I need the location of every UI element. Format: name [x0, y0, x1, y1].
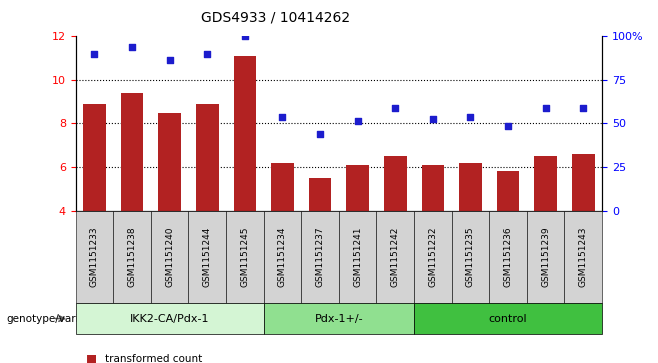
- Text: transformed count: transformed count: [105, 354, 203, 363]
- Text: genotype/variation: genotype/variation: [7, 314, 106, 323]
- Text: GSM1151234: GSM1151234: [278, 227, 287, 287]
- Bar: [271, 163, 293, 211]
- Point: [89, 51, 100, 57]
- Text: GSM1151244: GSM1151244: [203, 227, 212, 287]
- Text: GSM1151242: GSM1151242: [391, 227, 400, 287]
- Bar: [572, 154, 595, 211]
- Text: Pdx-1+/-: Pdx-1+/-: [315, 314, 363, 323]
- Text: GSM1151238: GSM1151238: [128, 227, 137, 287]
- Point: [428, 116, 438, 122]
- Text: ■: ■: [86, 353, 97, 363]
- Bar: [459, 163, 482, 211]
- Point: [240, 33, 250, 39]
- Text: GSM1151232: GSM1151232: [428, 227, 438, 287]
- Text: GSM1151235: GSM1151235: [466, 227, 475, 287]
- Text: GSM1151245: GSM1151245: [240, 227, 249, 287]
- Text: GDS4933 / 10414262: GDS4933 / 10414262: [201, 11, 350, 25]
- Point: [390, 105, 401, 111]
- Point: [315, 131, 325, 137]
- Text: GSM1151241: GSM1151241: [353, 227, 362, 287]
- Text: GSM1151237: GSM1151237: [316, 227, 324, 287]
- Bar: [83, 104, 106, 211]
- Text: GSM1151236: GSM1151236: [503, 227, 513, 287]
- Point: [164, 57, 175, 63]
- Text: GSM1151240: GSM1151240: [165, 227, 174, 287]
- Text: GSM1151243: GSM1151243: [579, 227, 588, 287]
- Point: [127, 44, 138, 50]
- Text: GSM1151239: GSM1151239: [541, 227, 550, 287]
- Bar: [384, 156, 407, 211]
- Bar: [497, 171, 519, 211]
- Point: [540, 105, 551, 111]
- Text: GSM1151233: GSM1151233: [90, 227, 99, 287]
- Point: [277, 114, 288, 120]
- Bar: [346, 165, 369, 211]
- Bar: [121, 93, 143, 211]
- Point: [465, 114, 476, 120]
- Bar: [422, 165, 444, 211]
- Bar: [234, 56, 256, 211]
- Text: IKK2-CA/Pdx-1: IKK2-CA/Pdx-1: [130, 314, 209, 323]
- Bar: [309, 178, 332, 211]
- Point: [202, 51, 213, 57]
- Bar: [534, 156, 557, 211]
- Text: control: control: [489, 314, 527, 323]
- Bar: [196, 104, 218, 211]
- Point: [578, 105, 588, 111]
- Bar: [159, 113, 181, 211]
- Point: [503, 123, 513, 129]
- Point: [353, 118, 363, 124]
